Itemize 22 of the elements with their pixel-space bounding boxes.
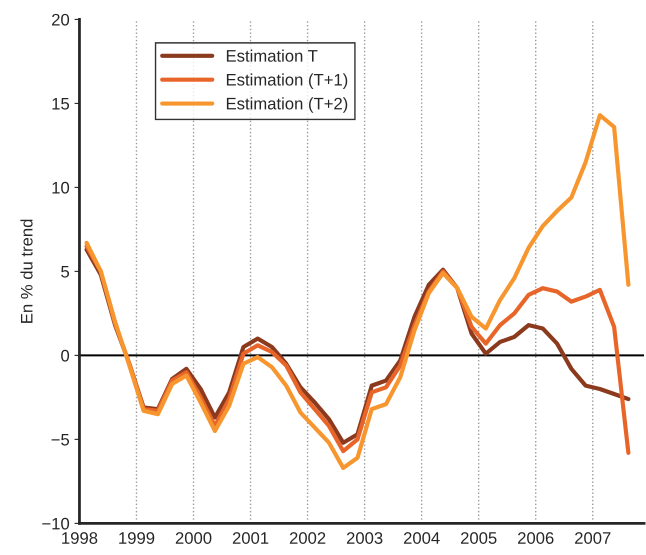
y-tick-label: 15	[52, 98, 70, 110]
x-tick-label: 2002	[290, 532, 326, 544]
y-tick-label: 10	[52, 182, 70, 194]
y-tick-label: 5	[61, 266, 70, 278]
y-tick-label: −10	[42, 518, 70, 530]
y-tick-label: −5	[52, 434, 70, 446]
x-tick-label: 1999	[119, 532, 154, 544]
x-tick-label: 2005	[460, 532, 497, 544]
y-tick-label: 20	[52, 14, 70, 26]
x-tick-label: 2000	[176, 532, 212, 544]
legend-label: Estimation (T+1)	[226, 73, 348, 89]
x-tick-label: 2001	[232, 532, 268, 544]
legend-label: Estimation T	[226, 50, 318, 62]
x-tick-label: 1998	[62, 532, 98, 544]
x-tick-label: 2006	[518, 532, 554, 544]
x-tick-label: 2004	[404, 532, 440, 544]
y-axis-title: En % du trend	[20, 220, 33, 323]
legend-label: Estimation (T+2)	[226, 97, 348, 113]
x-tick-label: 2007	[575, 532, 610, 544]
x-tick-label: 2003	[346, 532, 382, 544]
line-series	[84, 113, 630, 470]
y-tick-label: 0	[61, 350, 70, 362]
